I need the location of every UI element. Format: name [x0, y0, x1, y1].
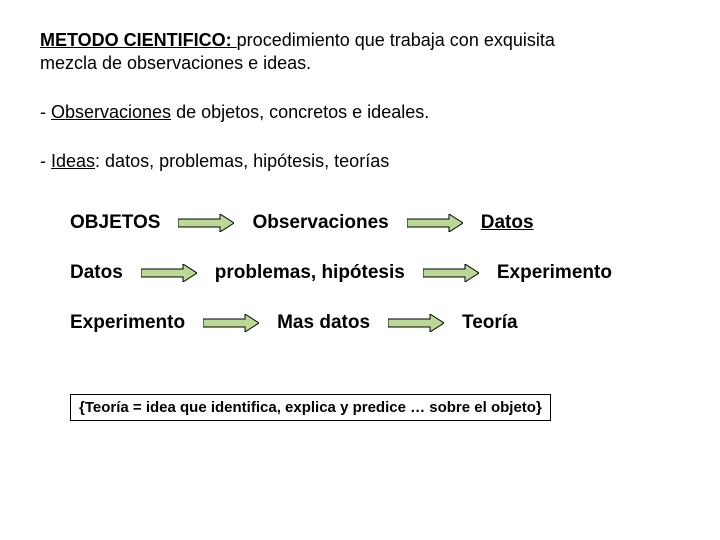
bullet-ideas: - Ideas: datos, problemas, hipótesis, te…	[40, 151, 680, 172]
bullet-observaciones: - Observaciones de objetos, concretos e …	[40, 102, 680, 123]
flow-row: Experimento Mas datos Teoría	[70, 312, 680, 334]
flow-section: OBJETOS Observaciones Datos Datos problemas,…	[40, 212, 680, 334]
flow-node: problemas, hipótesis	[215, 262, 405, 284]
title-rest-1: procedimiento que trabaja con exquisita	[237, 30, 555, 50]
flow-row: Datos problemas, hipótesis Experimento	[70, 262, 680, 284]
footnote-box: {Teoría = idea que identifica, explica y…	[70, 394, 551, 421]
arrow-icon	[407, 214, 463, 232]
flow-node: OBJETOS	[70, 212, 160, 234]
flow-row: OBJETOS Observaciones Datos	[70, 212, 680, 234]
arrow-icon	[423, 264, 479, 282]
arrow-icon	[178, 214, 234, 232]
arrow-icon	[141, 264, 197, 282]
arrow-icon	[203, 314, 259, 332]
flow-node: Datos	[70, 262, 123, 284]
flow-node: Teoría	[462, 312, 518, 334]
flow-node: Observaciones	[252, 212, 388, 234]
bullet-prefix: -	[40, 151, 51, 171]
arrow-icon	[388, 314, 444, 332]
bullet-label: Observaciones	[51, 102, 171, 122]
bullet-label: Ideas	[51, 151, 95, 171]
flow-node: Mas datos	[277, 312, 370, 334]
flow-node: Experimento	[497, 262, 612, 284]
flow-node: Experimento	[70, 312, 185, 334]
bullet-rest: : datos, problemas, hipótesis, teorías	[95, 151, 389, 171]
bullet-rest: de objetos, concretos e ideales.	[171, 102, 429, 122]
title-line-1: METODO CIENTIFICO: procedimiento que tra…	[40, 30, 680, 51]
title-line-2: mezcla de observaciones e ideas.	[40, 53, 680, 74]
bullet-prefix: -	[40, 102, 51, 122]
flow-node: Datos	[481, 212, 534, 234]
title-label: METODO CIENTIFICO:	[40, 30, 237, 50]
